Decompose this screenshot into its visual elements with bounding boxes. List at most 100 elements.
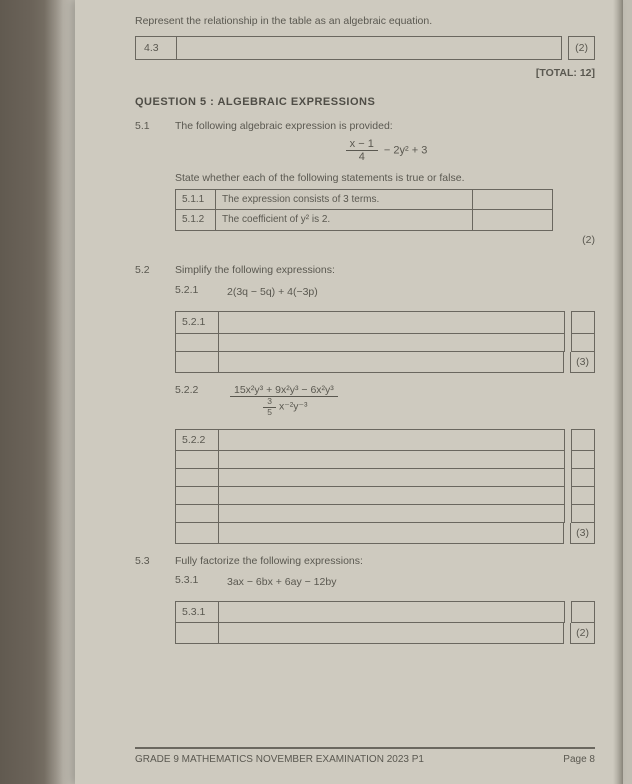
box-blank [175, 352, 219, 373]
box-label: 5.2.2 [175, 429, 219, 451]
lead-text: Simplify the following expressions: [175, 263, 595, 277]
mark-cell [571, 469, 595, 487]
sfrac-bot: 5 [263, 408, 276, 417]
lead-text: The following algebraic expression is pr… [175, 119, 595, 133]
mark-cell [571, 601, 595, 623]
footer-right: Page 8 [563, 753, 595, 767]
subnum: 5.2.2 [175, 383, 209, 423]
small-fraction: 3 5 [263, 397, 276, 417]
box-label: 5.2.1 [175, 311, 219, 333]
work-row: (2) [175, 623, 595, 644]
big-fraction: 15x²y³ + 9x²y³ − 6x²y³ 3 5 x⁻²y⁻³ [230, 385, 338, 417]
box-blank [175, 505, 219, 523]
cell-statement: The expression consists of 3 terms. [216, 189, 473, 210]
box-label: 5.3.1 [175, 601, 219, 623]
work-row: 5.2.2 [175, 429, 595, 451]
frac-top: x − 1 [346, 138, 378, 151]
work-row [175, 469, 595, 487]
box-blank [175, 523, 219, 544]
page-curl [613, 0, 623, 784]
work-line [219, 487, 565, 505]
cell-statement: The coefficient of y² is 2. [216, 210, 473, 231]
work-row: 5.2.1 [175, 311, 595, 333]
expression-5-2-2: 15x²y³ + 9x²y³ − 6x²y³ 3 5 x⁻²y⁻³ [227, 385, 341, 417]
cell-num: 5.1.2 [176, 210, 216, 231]
lead-text: Fully factorize the following expression… [175, 554, 595, 568]
mark-cell [571, 451, 595, 469]
work-box-5-2-1: 5.2.1 (3) [175, 311, 595, 372]
cell-number: 4.3 [135, 36, 177, 60]
work-line [219, 334, 565, 352]
box-blank [175, 451, 219, 469]
work-line [219, 623, 564, 644]
cell-answer-blank [473, 210, 553, 231]
intro-text: Represent the relationship in the table … [135, 14, 595, 28]
mark-cell: (3) [570, 352, 595, 373]
mark-cell: (3) [570, 523, 595, 544]
frac-top: 15x²y³ + 9x²y³ − 6x²y³ [230, 385, 338, 398]
frac-bot: 4 [346, 151, 378, 163]
footer-left: GRADE 9 MATHEMATICS NOVEMBER EXAMINATION… [135, 753, 424, 767]
mark-cell [571, 311, 595, 333]
subnum: 5.3 [135, 554, 161, 646]
work-row: (3) [175, 523, 595, 544]
work-box-5-3-1: 5.3.1 (2) [175, 601, 595, 644]
work-box-5-2-2: 5.2.2 (3) [175, 429, 595, 544]
work-line [219, 523, 564, 544]
work-line [219, 451, 565, 469]
mark-cell: (2) [570, 623, 595, 644]
subbody-5-1: The following algebraic expression is pr… [175, 119, 595, 257]
subbody-5-2: Simplify the following expressions: 5.2.… [175, 263, 595, 546]
work-line [219, 311, 565, 333]
expression-5-3-1: 3ax − 6bx + 6ay − 12by [227, 575, 336, 589]
cell-answer-blank [473, 189, 553, 210]
cell-marks: (2) [568, 36, 595, 60]
table-row: 5.1.1 The expression consists of 3 terms… [176, 189, 553, 210]
subnum: 5.3.1 [175, 573, 209, 595]
mark-cell [571, 487, 595, 505]
mark-cell [571, 334, 595, 352]
sub-5-1: 5.1 The following algebraic expression i… [135, 119, 595, 257]
box-blank [175, 469, 219, 487]
page-footer: GRADE 9 MATHEMATICS NOVEMBER EXAMINATION… [135, 747, 595, 767]
subnum: 5.2.1 [175, 283, 209, 305]
true-false-table: 5.1.1 The expression consists of 3 terms… [175, 189, 553, 231]
bot-rest: x⁻²y⁻³ [279, 401, 308, 413]
work-line [219, 469, 565, 487]
work-row: (3) [175, 352, 595, 373]
work-line [219, 601, 565, 623]
work-line [219, 505, 565, 523]
formula-5-1: x − 1 4 − 2y² + 3 [175, 138, 595, 163]
work-line [219, 352, 564, 373]
expression-5-2-1: 2(3q − 5q) + 4(−3p) [227, 285, 318, 299]
box-blank [175, 487, 219, 505]
sub-5-3-1: 5.3.1 3ax − 6bx + 6ay − 12by [175, 573, 595, 595]
work-row [175, 505, 595, 523]
subnum: 5.1 [135, 119, 161, 257]
work-row [175, 334, 595, 352]
marks-5-1: (2) [175, 233, 595, 247]
box-blank [175, 623, 219, 644]
box-blank [175, 334, 219, 352]
question-5-heading: QUESTION 5 : ALGEBRAIC EXPRESSIONS [135, 95, 595, 110]
work-row [175, 487, 595, 505]
mark-cell [571, 429, 595, 451]
subnum: 5.2 [135, 263, 161, 546]
sub-5-3: 5.3 Fully factorize the following expres… [135, 554, 595, 646]
cell-answer-blank [177, 36, 562, 60]
mark-cell [571, 505, 595, 523]
section-total: [TOTAL: 12] [135, 66, 595, 80]
fraction: x − 1 4 [346, 138, 378, 163]
frac-bot: 3 5 x⁻²y⁻³ [230, 397, 338, 417]
table-row: 5.1.2 The coefficient of y² is 2. [176, 210, 553, 231]
state-text: State whether each of the following stat… [175, 171, 595, 185]
sub-5-2-1: 5.2.1 2(3q − 5q) + 4(−3p) [175, 283, 595, 305]
work-line [219, 429, 565, 451]
subbody-5-3: Fully factorize the following expression… [175, 554, 595, 646]
work-row: 5.3.1 [175, 601, 595, 623]
answer-row-4-3: 4.3 (2) [135, 36, 595, 60]
sub-5-2-2: 5.2.2 15x²y³ + 9x²y³ − 6x²y³ 3 5 x⁻²y⁻³ [175, 383, 595, 423]
exam-page: Represent the relationship in the table … [75, 0, 623, 784]
sub-5-2: 5.2 Simplify the following expressions: … [135, 263, 595, 546]
work-row [175, 451, 595, 469]
